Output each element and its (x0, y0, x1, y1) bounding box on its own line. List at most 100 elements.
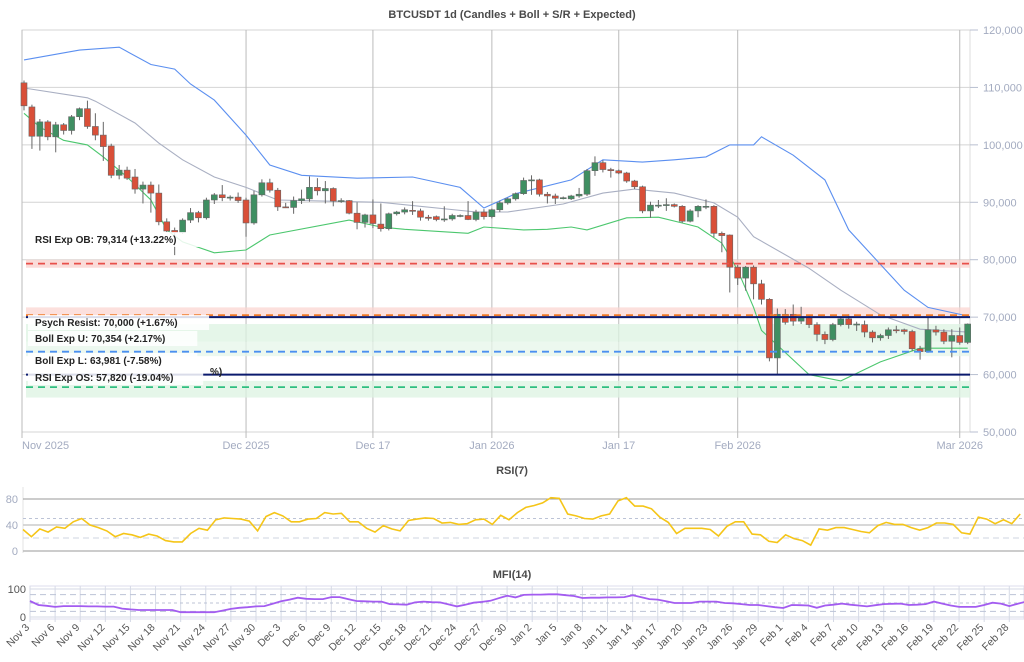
candle-up (512, 193, 519, 200)
candle-up (837, 318, 845, 325)
candle-down (28, 106, 36, 137)
candle-up (567, 195, 575, 200)
candle-up (583, 170, 591, 195)
candle-down (266, 182, 274, 191)
mfi-title: MFI(14) (493, 569, 532, 581)
candle-up (575, 193, 583, 197)
x-tick-label: Nov 2025 (22, 440, 69, 452)
x-tick-label: Feb 2026 (714, 440, 760, 452)
level-label-box (28, 331, 198, 346)
level-label-box (28, 370, 204, 385)
candle-up (663, 204, 670, 206)
mfi-x-tick-label: Nov 12 (75, 622, 107, 654)
candle-up (853, 323, 860, 326)
candle-up (448, 215, 456, 220)
candle-up (829, 324, 837, 340)
candle-down (163, 221, 171, 232)
y-tick-label: 60,000 (983, 370, 1017, 382)
candle-up (774, 313, 781, 359)
mfi-x-tick-label: Jan 29 (730, 622, 761, 653)
mfi-x-tick-label: Nov 6 (29, 622, 57, 650)
price-panel: 50,000 60,000 70,000 80,000 90,000 100,000 110… (20, 25, 1023, 452)
candle-down (147, 184, 155, 194)
rsi-panel: 0 40 80 (6, 487, 1024, 558)
candle-up (924, 329, 932, 352)
boll-mid-line (23, 87, 968, 333)
candle-down (92, 126, 99, 136)
candle-down (956, 335, 964, 343)
rsi-y-tick-label: 80 (6, 494, 18, 506)
candle-up (187, 212, 194, 221)
candle-up (290, 200, 297, 208)
mfi-x-tick-label: Dec 30 (477, 622, 509, 654)
candle-down (84, 108, 91, 127)
mfi-x-tick-label: Jan 20 (654, 622, 685, 653)
candle-down (718, 232, 726, 236)
candle-up (179, 219, 186, 234)
candle-down (195, 212, 202, 219)
candle-up (686, 210, 694, 222)
mfi-x-tick-label: Nov 18 (126, 622, 158, 654)
candle-up (647, 204, 654, 212)
mfi-x-tick-label: Feb 22 (930, 622, 962, 654)
candle-up (322, 188, 329, 192)
level-label-box (28, 315, 210, 330)
candle-up (742, 266, 749, 279)
mfi-x-tick-label: Dec 12 (327, 622, 359, 654)
candle-down (155, 192, 163, 223)
candle-up (36, 121, 44, 137)
candle-down (615, 170, 623, 174)
x-tick-label: Mar 2026 (936, 440, 982, 452)
candle-down (607, 169, 615, 171)
mfi-x-tick-label: Feb 25 (955, 622, 987, 654)
candle-down (123, 169, 131, 179)
mfi-x-tick-label: Jan 14 (604, 622, 635, 653)
candle-down (536, 179, 543, 195)
level-label-box (28, 232, 204, 247)
mfi-x-tick-label: Nov 21 (151, 622, 183, 654)
candle-down (425, 216, 432, 219)
mfi-x-tick-label: Feb 16 (879, 622, 911, 654)
candle-up (948, 335, 956, 342)
mfi-x-tick-label: Feb 19 (904, 622, 936, 654)
x-tick-label: Jan 2026 (469, 440, 514, 452)
candle-down (932, 329, 940, 333)
candle-up (115, 169, 123, 176)
candle-down (44, 121, 52, 138)
level-label: Boll Exp U: 70,354 (+2.17%) (35, 334, 165, 345)
candle-down (639, 186, 646, 212)
mfi-x-tick-label: Feb 28 (980, 622, 1012, 654)
candle-down (869, 331, 876, 339)
mfi-x-tick-label: Nov 3 (4, 622, 32, 650)
candle-down (552, 195, 559, 199)
mfi-x-tick-label: Feb 13 (854, 622, 886, 654)
candle-down (242, 199, 250, 224)
candle-down (282, 206, 289, 209)
candle-up (250, 194, 258, 224)
mfi-x-tick-label: Nov 24 (176, 622, 208, 654)
candle-up (440, 218, 448, 221)
candle-down (900, 329, 908, 332)
x-tick-label: Jan 17 (602, 440, 635, 452)
candle-down (417, 210, 424, 218)
mfi-y-tick-label: 100 (8, 584, 26, 596)
mfi-x-tick-label: Feb 1 (758, 622, 786, 650)
candle-down (758, 283, 765, 300)
mfi-y-tick-label: 0 (20, 612, 26, 624)
mfi-x-tick-label: Jan 23 (679, 622, 710, 653)
level-label: Boll Exp L: 63,981 (-7.58%) (35, 356, 162, 367)
candle-down (218, 194, 226, 198)
y-tick-label: 80,000 (983, 255, 1017, 267)
level-label: Psych Resist: 70,000 (+1.67%) (35, 318, 178, 329)
candle-down (845, 318, 853, 325)
candle-down (100, 134, 107, 147)
hidden-label-fragment: %) (210, 367, 222, 378)
mfi-x-tick-label: Jan 2 (508, 622, 535, 649)
candle-down (377, 223, 385, 230)
candle-down (940, 331, 948, 342)
level-label: RSI Exp OS: 57,820 (-19.04%) (35, 373, 173, 384)
y-tick-label: 110,000 (983, 82, 1022, 94)
mfi-x-tick-label: Jan 11 (579, 622, 609, 652)
sr-zone (26, 307, 970, 318)
